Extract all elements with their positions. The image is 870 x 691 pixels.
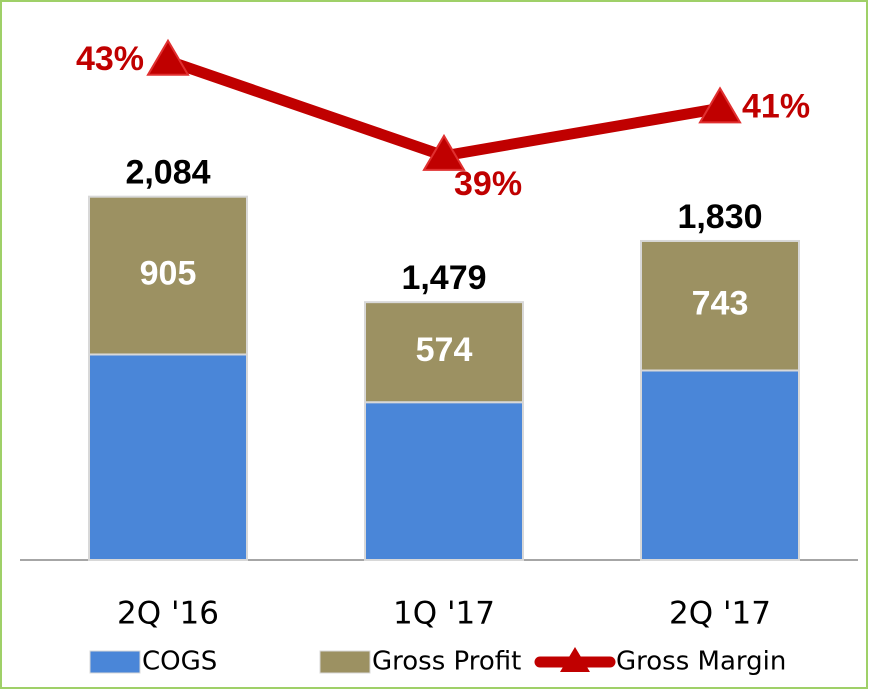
- legend-swatch: [319, 650, 371, 674]
- legend-swatch: [89, 650, 141, 674]
- bar-segment: [640, 369, 800, 561]
- legend-label: Gross Margin: [616, 647, 786, 677]
- total-label: 1,830: [677, 198, 762, 236]
- x-tick-label: 1Q '17: [393, 596, 495, 632]
- legend-label: Gross Profit: [372, 647, 521, 677]
- total-label: 1,479: [401, 259, 486, 297]
- x-tick-label: 2Q '17: [669, 596, 771, 632]
- bar-segment: [364, 401, 524, 561]
- x-tick-label: 2Q '16: [117, 596, 219, 632]
- segment-label: 743: [692, 285, 749, 323]
- legend-label: COGS: [142, 647, 217, 677]
- total-label: 2,084: [125, 154, 210, 192]
- value-label: 39%: [454, 165, 522, 203]
- segment-label: 574: [416, 331, 473, 369]
- marker: [422, 133, 466, 171]
- legend-marker: [560, 647, 590, 672]
- marker: [698, 86, 742, 124]
- bar-segment: [640, 239, 800, 372]
- marker: [146, 38, 190, 76]
- bar-segment: [88, 195, 248, 356]
- segment-label: 905: [140, 255, 197, 293]
- value-label: 43%: [76, 40, 144, 78]
- value-label: 41%: [742, 87, 810, 125]
- bar-segment: [88, 353, 248, 561]
- bar-segment: [364, 301, 524, 404]
